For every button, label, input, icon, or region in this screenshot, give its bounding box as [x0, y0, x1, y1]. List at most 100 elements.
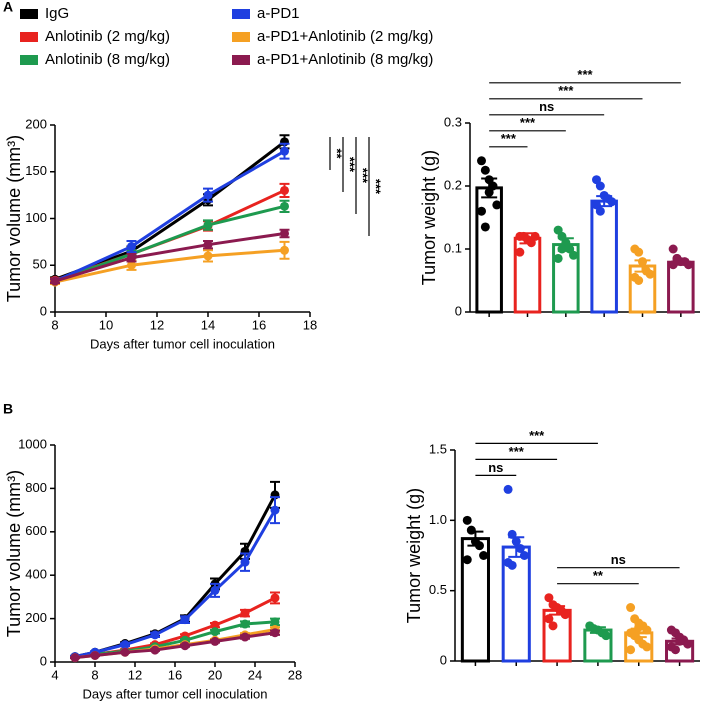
- marker: [210, 627, 220, 637]
- marker: [203, 190, 213, 200]
- data-point: [671, 645, 680, 655]
- marker: [210, 636, 220, 646]
- data-point: [634, 247, 644, 257]
- marker: [203, 251, 213, 261]
- data-point: [544, 614, 554, 624]
- data-point: [645, 269, 655, 279]
- x-tick-label: 14: [201, 317, 215, 332]
- marker: [120, 647, 130, 657]
- x-tick-label: 20: [208, 667, 222, 682]
- marker: [280, 185, 289, 195]
- significance-label: ***: [509, 444, 525, 459]
- y-tick-label: 100: [25, 210, 47, 225]
- legend-label: Anlotinib (2 mg/kg): [45, 28, 170, 45]
- marker: [210, 585, 220, 595]
- bar: [590, 199, 618, 314]
- y-axis-title: Tumor weight (g): [404, 488, 424, 623]
- data-point: [595, 206, 605, 216]
- marker: [203, 220, 213, 230]
- legend-swatch: [20, 55, 38, 65]
- significance-label: ***: [520, 115, 536, 130]
- marker: [90, 650, 100, 660]
- marker: [270, 617, 280, 627]
- y-tick-label: 0: [40, 303, 47, 318]
- data-point: [642, 625, 652, 635]
- significance-label: ns: [539, 99, 554, 114]
- series-line: [54, 231, 285, 283]
- marker: [50, 276, 60, 286]
- x-tick-label: 16: [252, 317, 266, 332]
- panel-label: A: [3, 0, 13, 15]
- data-point: [503, 484, 513, 494]
- y-tick-label: 50: [33, 257, 47, 272]
- data-point: [634, 622, 644, 632]
- legend-swatch: [20, 9, 38, 19]
- data-point: [515, 543, 525, 553]
- data-point: [507, 529, 517, 539]
- data-point: [515, 247, 525, 257]
- marker: [270, 593, 280, 603]
- series-line: [54, 204, 285, 283]
- legend-swatch: [232, 55, 250, 65]
- x-tick-label: 8: [91, 667, 98, 682]
- significance-label: ***: [529, 428, 545, 443]
- x-tick-label: 10: [99, 317, 113, 332]
- data-point: [595, 181, 605, 191]
- marker: [180, 615, 190, 625]
- data-point: [634, 276, 644, 285]
- data-point: [544, 593, 554, 603]
- y-tick-label: 400: [25, 567, 47, 582]
- marker: [180, 641, 190, 651]
- data-point: [626, 603, 636, 613]
- marker: [127, 260, 136, 270]
- marker: [70, 653, 80, 663]
- significance-label: ***: [343, 157, 358, 173]
- data-point: [462, 515, 472, 525]
- marker: [210, 620, 220, 630]
- legend-label: a-PD1+Anlotinib (8 mg/kg): [257, 51, 433, 68]
- marker: [280, 201, 289, 211]
- bar: [667, 260, 695, 314]
- data-point: [548, 621, 558, 631]
- marker: [280, 245, 289, 255]
- data-point: [477, 156, 486, 166]
- series-line: [54, 248, 285, 284]
- data-point: [480, 222, 490, 232]
- data-point: [484, 187, 494, 197]
- data-point: [601, 631, 611, 641]
- y-tick-label: 0.2: [444, 177, 462, 192]
- y-axis-title: Tumor volume (mm³): [4, 135, 24, 302]
- data-point: [684, 260, 693, 270]
- y-tick-label: 1.0: [429, 512, 447, 527]
- data-point: [675, 636, 685, 646]
- data-point: [607, 197, 617, 207]
- data-point: [479, 551, 489, 560]
- marker: [240, 619, 250, 629]
- legend-label: a-PD1+Anlotinib (2 mg/kg): [257, 28, 433, 45]
- y-tick-label: 0: [455, 303, 462, 318]
- data-point: [560, 610, 570, 620]
- y-tick-label: 0.5: [429, 582, 447, 597]
- marker: [240, 557, 250, 567]
- legend-label: Anlotinib (8 mg/kg): [45, 51, 170, 68]
- marker: [203, 240, 213, 250]
- marker: [270, 505, 280, 515]
- legend-swatch: [232, 32, 250, 42]
- significance-label: **: [593, 568, 604, 583]
- marker: [240, 608, 250, 618]
- y-tick-label: 600: [25, 523, 47, 538]
- x-tick-label: 4: [51, 667, 58, 682]
- x-tick-label: 24: [248, 667, 262, 682]
- data-point: [668, 244, 678, 254]
- x-tick-label: 12: [128, 667, 142, 682]
- x-tick-label: 8: [51, 317, 58, 332]
- significance-label: ***: [356, 168, 371, 184]
- legend-label: IgG: [45, 5, 69, 22]
- significance-label: ***: [369, 179, 384, 195]
- data-point: [492, 200, 502, 210]
- series-line: [54, 149, 286, 283]
- legend-label: a-PD1: [257, 5, 300, 22]
- marker: [150, 630, 160, 640]
- y-tick-label: 200: [25, 610, 47, 625]
